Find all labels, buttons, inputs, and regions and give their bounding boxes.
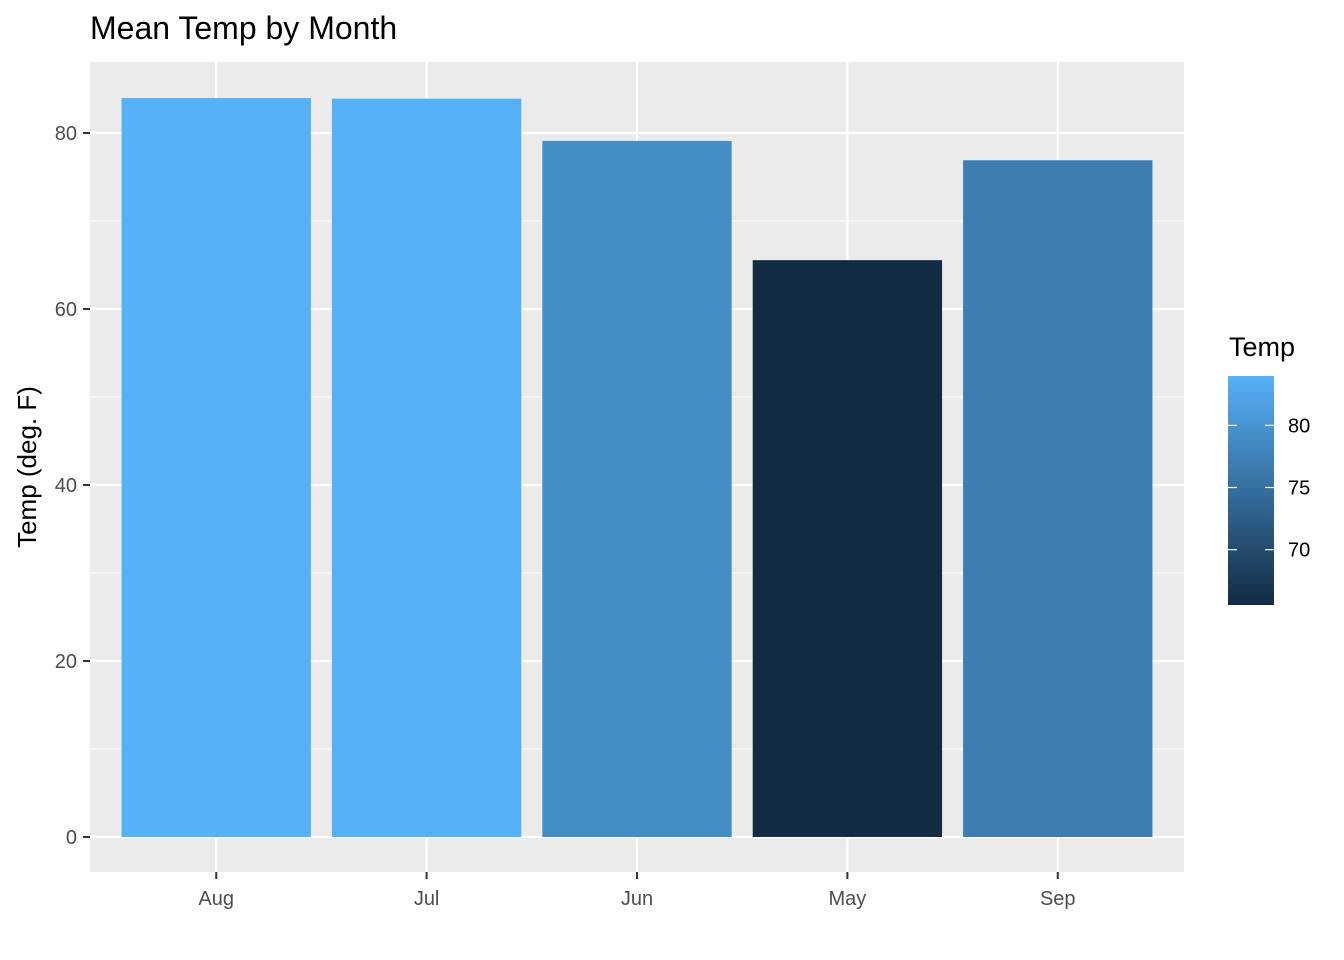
legend: Temp 70 75 80 <box>1228 332 1310 605</box>
x-tick-label: Sep <box>1040 888 1076 910</box>
chart-title: Mean Temp by Month <box>90 10 398 46</box>
y-tick-label: 40 <box>55 475 77 497</box>
legend-label: 70 <box>1288 540 1310 562</box>
legend-label: 75 <box>1288 478 1310 500</box>
legend-title: Temp <box>1229 332 1295 362</box>
x-tick-label: Aug <box>198 888 234 910</box>
legend-colorbar <box>1228 376 1274 605</box>
x-tick-label: Jul <box>414 888 440 910</box>
y-tick-label: 80 <box>55 123 77 145</box>
bar-may <box>752 260 943 837</box>
x-tick-label: Jun <box>621 888 653 910</box>
axis-layer: 0 20 40 60 80 Aug Jul Jun May Sep <box>55 123 1076 910</box>
y-tick-label: 20 <box>55 651 77 673</box>
y-axis-title: Temp (deg. F) <box>12 386 42 548</box>
bar-aug <box>121 98 311 837</box>
y-tick-label: 60 <box>55 299 77 321</box>
bar-layer <box>121 98 1153 838</box>
legend-label: 80 <box>1288 415 1310 437</box>
x-tick-label: May <box>828 888 866 910</box>
bar-sep <box>963 160 1153 837</box>
bar-jun <box>542 140 732 838</box>
bar-jul <box>331 98 522 838</box>
legend-ticks: 70 75 80 <box>1228 415 1310 562</box>
y-tick-label: 0 <box>66 827 77 849</box>
